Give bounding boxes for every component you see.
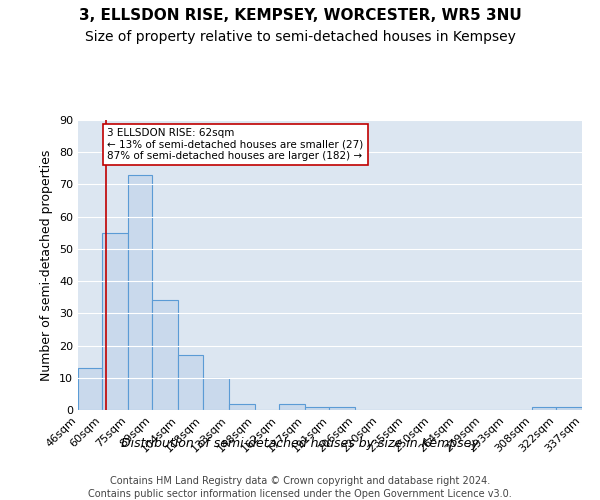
Bar <box>178 355 203 410</box>
Bar <box>152 300 178 410</box>
Text: Distribution of semi-detached houses by size in Kempsey: Distribution of semi-detached houses by … <box>121 438 479 450</box>
Bar <box>203 378 229 410</box>
Text: 3, ELLSDON RISE, KEMPSEY, WORCESTER, WR5 3NU: 3, ELLSDON RISE, KEMPSEY, WORCESTER, WR5… <box>79 8 521 22</box>
Text: 3 ELLSDON RISE: 62sqm
← 13% of semi-detached houses are smaller (27)
87% of semi: 3 ELLSDON RISE: 62sqm ← 13% of semi-deta… <box>107 128 364 162</box>
Bar <box>305 407 329 410</box>
Bar <box>102 233 128 410</box>
Text: Contains public sector information licensed under the Open Government Licence v3: Contains public sector information licen… <box>88 489 512 499</box>
Bar <box>279 404 305 410</box>
Bar <box>128 175 152 410</box>
Bar <box>229 404 254 410</box>
Bar <box>532 407 556 410</box>
Y-axis label: Number of semi-detached properties: Number of semi-detached properties <box>40 150 53 380</box>
Bar <box>556 407 582 410</box>
Bar <box>78 368 102 410</box>
Bar <box>329 407 355 410</box>
Text: Contains HM Land Registry data © Crown copyright and database right 2024.: Contains HM Land Registry data © Crown c… <box>110 476 490 486</box>
Text: Size of property relative to semi-detached houses in Kempsey: Size of property relative to semi-detach… <box>85 30 515 44</box>
